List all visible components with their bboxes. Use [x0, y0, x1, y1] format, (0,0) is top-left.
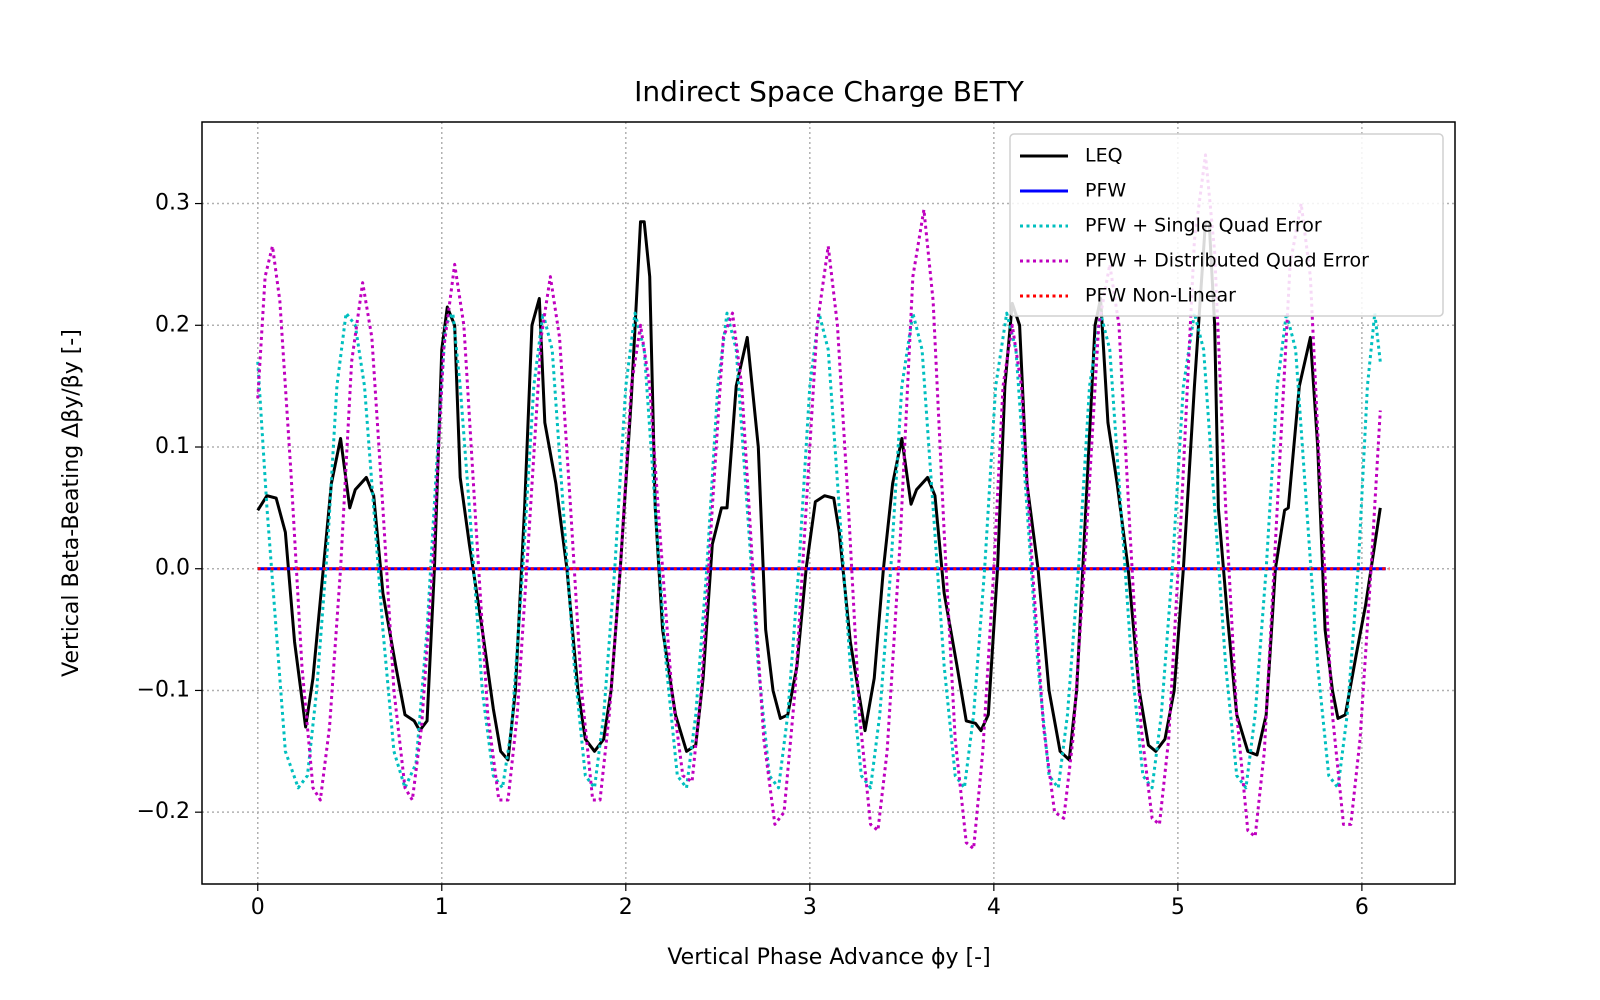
- y-tick-label: −0.1: [137, 677, 190, 702]
- x-axis-label: Vertical Phase Advance ϕy [-]: [667, 945, 990, 970]
- plot-frame: [201, 121, 1456, 885]
- y-axis-label: Vertical Beta-Beating Δβy/βy [-]: [59, 329, 84, 677]
- x-tick-label: 0: [251, 895, 265, 920]
- x-tick-label: 1: [435, 895, 449, 920]
- y-tick-label: 0.2: [155, 312, 190, 337]
- legend-label: PFW: [1085, 180, 1126, 202]
- x-tick-label: 6: [1355, 895, 1369, 920]
- legend-label: PFW + Distributed Quad Error: [1085, 250, 1369, 272]
- x-tick-label: 5: [1171, 895, 1185, 920]
- y-tick-label: 0.0: [155, 556, 190, 581]
- x-tick-label: 2: [619, 895, 633, 920]
- x-tick-label: 3: [803, 895, 817, 920]
- legend-label: PFW + Single Quad Error: [1085, 215, 1322, 237]
- data-line: [256, 311, 1382, 790]
- legend-label: LEQ: [1085, 145, 1123, 167]
- y-tick-label: 0.1: [155, 434, 190, 459]
- chart-title: Indirect Space Charge BETY: [634, 75, 1025, 108]
- x-tick-label: 4: [987, 895, 1001, 920]
- y-tick-label: 0.3: [155, 191, 190, 216]
- y-tick-label: −0.2: [137, 799, 190, 824]
- legend-box: [1009, 133, 1444, 317]
- legend-label: PFW Non-Linear: [1085, 285, 1236, 307]
